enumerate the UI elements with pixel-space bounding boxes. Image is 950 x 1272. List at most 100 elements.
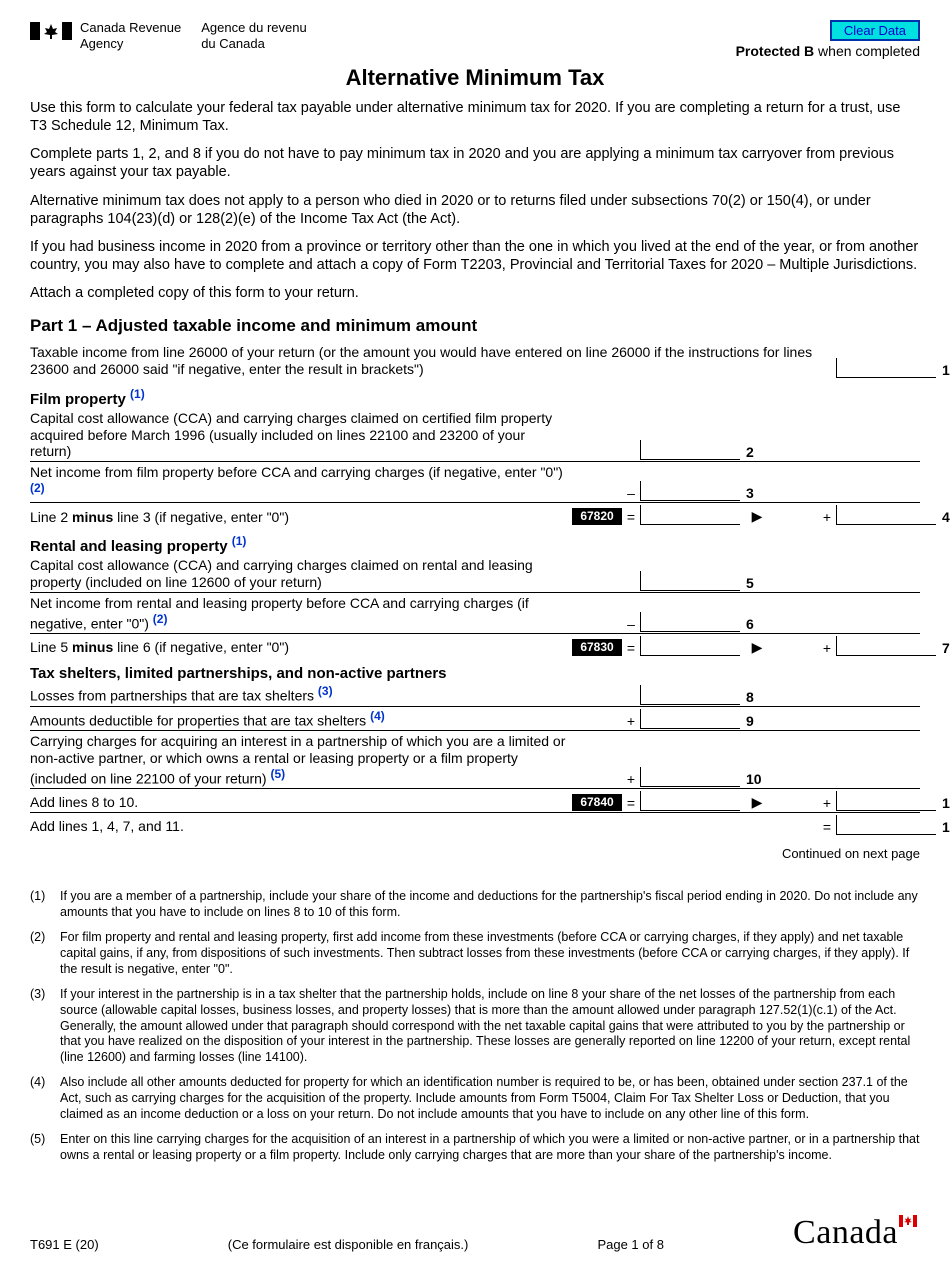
page-footer: T691 E (20) (Ce formulaire est disponibl… xyxy=(30,1214,920,1252)
line-5-desc: Capital cost allowance (CCA) and carryin… xyxy=(30,557,570,591)
line-8-num: 8 xyxy=(742,689,772,705)
line-6-ref: (2) xyxy=(153,612,168,626)
line-7-field-b[interactable] xyxy=(836,636,936,656)
line-1-desc: Taxable income from line 26000 of your r… xyxy=(30,344,818,378)
footnote-1: (1) If you are a member of a partnership… xyxy=(30,889,920,920)
line-9-field[interactable] xyxy=(640,709,740,729)
line-5-num: 5 xyxy=(742,575,772,591)
line-5-field[interactable] xyxy=(640,571,740,591)
form-code: T691 E (20) xyxy=(30,1237,99,1252)
line-10-text: Carrying charges for acquiring an intere… xyxy=(30,733,565,786)
intro-p5: Attach a completed copy of this form to … xyxy=(30,284,920,302)
line-5-row: Capital cost allowance (CCA) and carryin… xyxy=(30,555,920,592)
line-12-num: 12 xyxy=(938,819,950,835)
line-11-field-a[interactable] xyxy=(640,791,740,811)
line-11-field-b[interactable] xyxy=(836,791,936,811)
line-6-op: – xyxy=(624,616,638,632)
line-6-text: Net income from rental and leasing prope… xyxy=(30,595,529,631)
line-10-op: + xyxy=(624,771,638,787)
line-10-desc: Carrying charges for acquiring an intere… xyxy=(30,733,570,787)
line-10-ref: (5) xyxy=(270,767,285,781)
line-7-plus: + xyxy=(820,640,834,656)
line-11-row: Add lines 8 to 10. 67840 = ▶ + 11 xyxy=(30,788,920,812)
protected-b-bold: Protected B xyxy=(736,43,815,59)
line-6-field[interactable] xyxy=(640,612,740,632)
line-3-ref: (2) xyxy=(30,481,45,495)
line-9-row: Amounts deductible for properties that a… xyxy=(30,706,920,730)
line-7-field-a[interactable] xyxy=(640,636,740,656)
intro-p3: Alternative minimum tax does not apply t… xyxy=(30,192,920,228)
line-11-num: 11 xyxy=(938,795,950,811)
intro-p4: If you had business income in 2020 from … xyxy=(30,238,920,274)
line-4-field-b[interactable] xyxy=(836,505,936,525)
fn-2-text: For film property and rental and leasing… xyxy=(60,930,920,977)
line-1-field[interactable] xyxy=(836,358,936,378)
line-1-row: Taxable income from line 26000 of your r… xyxy=(30,342,920,379)
agency-fr-line1: Agence du revenu xyxy=(201,20,307,36)
line-6-num: 6 xyxy=(742,616,772,632)
agency-names: Canada Revenue Agency Agence du revenu d… xyxy=(80,20,307,51)
canada-wordmark: Canada xyxy=(793,1214,920,1252)
code-67830: 67830 xyxy=(572,639,622,656)
clear-data-button[interactable]: Clear Data xyxy=(830,20,920,41)
line-1-num: 1 xyxy=(938,362,950,378)
rental-heading-text: Rental and leasing property xyxy=(30,538,228,555)
line-11-arrow: ▶ xyxy=(742,794,772,811)
footnote-3: (3) If your interest in the partnership … xyxy=(30,987,920,1065)
wordmark-flag-icon xyxy=(895,1216,917,1231)
rental-heading: Rental and leasing property (1) xyxy=(30,534,920,555)
fn-3-text: If your interest in the partnership is i… xyxy=(60,987,920,1065)
line-12-desc: Add lines 1, 4, 7, and 11. xyxy=(30,818,818,835)
line-10-num: 10 xyxy=(742,771,772,787)
line-7-eq: = xyxy=(624,640,638,656)
page-number: Page 1 of 8 xyxy=(597,1237,664,1252)
line-3-desc: Net income from film property before CCA… xyxy=(30,464,570,501)
line-4-plus: + xyxy=(820,509,834,525)
line-4-desc: Line 2 minus line 3 (if negative, enter … xyxy=(30,509,570,526)
rental-ref-1: (1) xyxy=(232,534,247,548)
line-4-row: Line 2 minus line 3 (if negative, enter … xyxy=(30,502,920,526)
film-ref-1: (1) xyxy=(130,387,145,401)
intro-p2: Complete parts 1, 2, and 8 if you do not… xyxy=(30,145,920,181)
code-67820: 67820 xyxy=(572,508,622,525)
line-7-desc: Line 5 minus line 6 (if negative, enter … xyxy=(30,639,570,656)
form-title: Alternative Minimum Tax xyxy=(30,65,920,91)
protected-label: Protected B when completed xyxy=(736,43,920,59)
line-8-ref: (3) xyxy=(318,684,333,698)
agency-fr-line2: du Canada xyxy=(201,36,307,52)
line-12-field[interactable] xyxy=(836,815,936,835)
line-2-field[interactable] xyxy=(640,440,740,460)
line-12-eq: = xyxy=(820,819,834,835)
fn-1-num: (1) xyxy=(30,889,52,920)
code-67840: 67840 xyxy=(572,794,622,811)
line-9-num: 9 xyxy=(742,713,772,729)
film-heading-text: Film property xyxy=(30,391,126,408)
fn-1-text: If you are a member of a partnership, in… xyxy=(60,889,920,920)
line-6-desc: Net income from rental and leasing prope… xyxy=(30,595,570,632)
footnote-2: (2) For film property and rental and lea… xyxy=(30,930,920,977)
line-8-field[interactable] xyxy=(640,685,740,705)
french-note: (Ce formulaire est disponible en françai… xyxy=(228,1237,469,1252)
line-10-field[interactable] xyxy=(640,767,740,787)
line-2-row: Capital cost allowance (CCA) and carryin… xyxy=(30,408,920,461)
fn-2-num: (2) xyxy=(30,930,52,977)
line-2-desc: Capital cost allowance (CCA) and carryin… xyxy=(30,410,570,460)
line-4-field-a[interactable] xyxy=(640,505,740,525)
agency-en-line2: Agency xyxy=(80,36,181,52)
part1-heading: Part 1 – Adjusted taxable income and min… xyxy=(30,316,920,336)
fn-5-text: Enter on this line carrying charges for … xyxy=(60,1132,920,1163)
footnote-5: (5) Enter on this line carrying charges … xyxy=(30,1132,920,1163)
line-9-desc: Amounts deductible for properties that a… xyxy=(30,709,570,729)
line-8-row: Losses from partnerships that are tax sh… xyxy=(30,682,920,705)
line-3-num: 3 xyxy=(742,485,772,501)
line-4-num: 4 xyxy=(938,509,950,525)
line-11-desc: Add lines 8 to 10. xyxy=(30,794,570,811)
line-3-field[interactable] xyxy=(640,481,740,501)
line-11-plus: + xyxy=(820,795,834,811)
line-7-arrow: ▶ xyxy=(742,639,772,656)
fn-5-num: (5) xyxy=(30,1132,52,1163)
footnote-4: (4) Also include all other amounts deduc… xyxy=(30,1075,920,1122)
footnotes: (1) If you are a member of a partnership… xyxy=(30,889,920,1163)
header-right: Clear Data Protected B when completed xyxy=(736,20,920,59)
line-7-num: 7 xyxy=(938,640,950,656)
